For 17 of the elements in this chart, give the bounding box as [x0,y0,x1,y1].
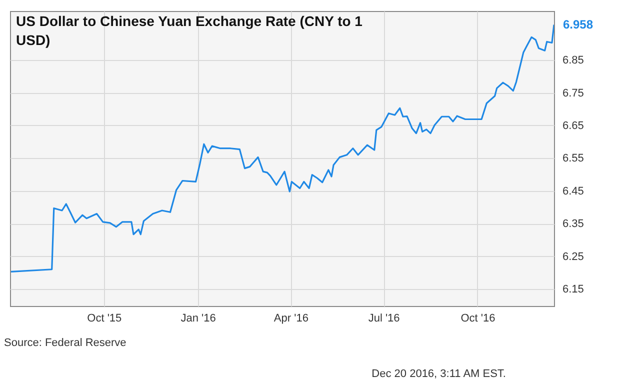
x-tick-label: Oct '15 [87,312,122,324]
text: Dec 20 2016, 3:11 AM EST. [372,368,506,380]
x-tick-label: Apr '16 [274,312,308,324]
y-tick-label: 6.85 [562,54,584,67]
x-tick-label: Jul '16 [368,312,400,324]
y-tick-label: 6.65 [562,120,584,132]
y-tick-label: 6.35 [562,218,584,230]
y-tick-label: 6.45 [562,185,584,198]
x-tick-label: Oct '16 [460,312,496,324]
x-tick-label: Jan '16 [180,312,216,324]
source-note: Source: Federal Reserve [4,337,126,349]
annotation: 6.958 [563,18,594,32]
y-tick-label: 6.55 [562,152,584,165]
y-tick-label: 6.75 [562,87,584,100]
y-tick-label: 6.25 [562,250,584,263]
text: US Dollar to Chinese Yuan Exchange Rate (CNY to 1 USD) [16,13,363,48]
y-tick-label: 6.15 [562,283,584,296]
